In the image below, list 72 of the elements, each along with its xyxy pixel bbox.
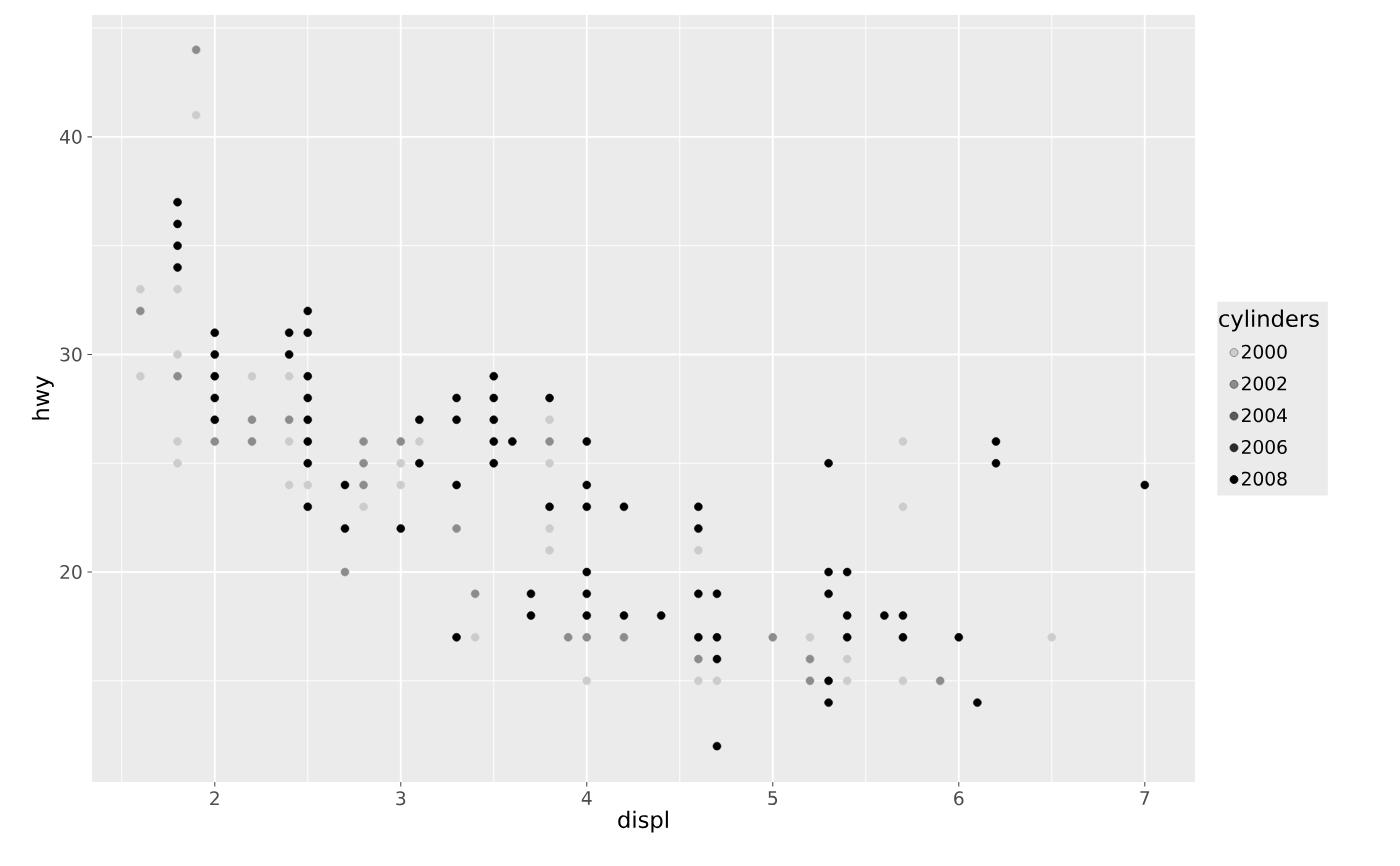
point bbox=[396, 437, 406, 446]
point bbox=[470, 589, 480, 599]
point bbox=[359, 459, 368, 468]
point bbox=[563, 633, 573, 642]
point bbox=[173, 459, 182, 468]
point bbox=[545, 524, 554, 533]
x-tick-label: 5 bbox=[768, 791, 778, 806]
point bbox=[247, 415, 257, 424]
point bbox=[359, 437, 368, 446]
point bbox=[805, 676, 815, 686]
point bbox=[247, 371, 257, 381]
x-axis-title: displ bbox=[618, 810, 668, 833]
point bbox=[284, 437, 294, 446]
point bbox=[1047, 633, 1057, 642]
point bbox=[898, 437, 908, 446]
point bbox=[545, 459, 554, 468]
point bbox=[359, 502, 368, 512]
point bbox=[247, 437, 257, 446]
legend-label: 2006 bbox=[1241, 439, 1287, 454]
point bbox=[173, 284, 182, 294]
point bbox=[619, 633, 629, 642]
point bbox=[842, 676, 852, 686]
point bbox=[284, 371, 294, 381]
point bbox=[694, 654, 703, 664]
point bbox=[898, 676, 908, 686]
point bbox=[898, 502, 908, 512]
legend-label: 2004 bbox=[1241, 408, 1287, 423]
y-tick-label: 30 bbox=[60, 347, 82, 362]
point bbox=[694, 676, 703, 686]
x-tick-label: 3 bbox=[396, 791, 406, 806]
point bbox=[415, 437, 424, 446]
point bbox=[935, 676, 945, 686]
point bbox=[210, 437, 220, 446]
point bbox=[545, 437, 554, 446]
point bbox=[340, 567, 350, 577]
y-tick-label: 20 bbox=[60, 565, 82, 580]
point bbox=[359, 480, 368, 490]
x-tick-label: 4 bbox=[581, 791, 592, 805]
point bbox=[191, 110, 201, 120]
y-axis-title: hwy bbox=[31, 376, 54, 420]
point bbox=[284, 415, 294, 424]
point bbox=[284, 480, 294, 490]
x-tick-label: 6 bbox=[954, 791, 964, 806]
point bbox=[545, 546, 554, 555]
point bbox=[712, 676, 722, 686]
legend-label: 2008 bbox=[1241, 471, 1287, 486]
point bbox=[173, 350, 182, 359]
point bbox=[694, 546, 703, 555]
point bbox=[452, 524, 461, 533]
legend-title: cylinders bbox=[1219, 309, 1319, 332]
point bbox=[396, 480, 406, 490]
point bbox=[136, 306, 145, 316]
point bbox=[191, 45, 201, 55]
point bbox=[470, 633, 480, 642]
point bbox=[136, 371, 145, 381]
point bbox=[582, 676, 592, 686]
point bbox=[136, 284, 145, 294]
x-tick-label: 7 bbox=[1140, 791, 1150, 805]
y-tick-label: 40 bbox=[60, 129, 82, 144]
point bbox=[545, 415, 554, 424]
legend-label: 2002 bbox=[1241, 376, 1287, 391]
point bbox=[396, 459, 406, 468]
x-tick-label: 2 bbox=[210, 791, 219, 806]
point bbox=[303, 480, 313, 490]
point bbox=[582, 633, 592, 642]
point bbox=[768, 633, 778, 642]
point bbox=[842, 654, 852, 664]
point bbox=[173, 437, 182, 446]
point bbox=[805, 633, 815, 642]
point bbox=[805, 654, 815, 664]
point bbox=[173, 371, 182, 381]
legend-label: 2000 bbox=[1241, 344, 1287, 359]
